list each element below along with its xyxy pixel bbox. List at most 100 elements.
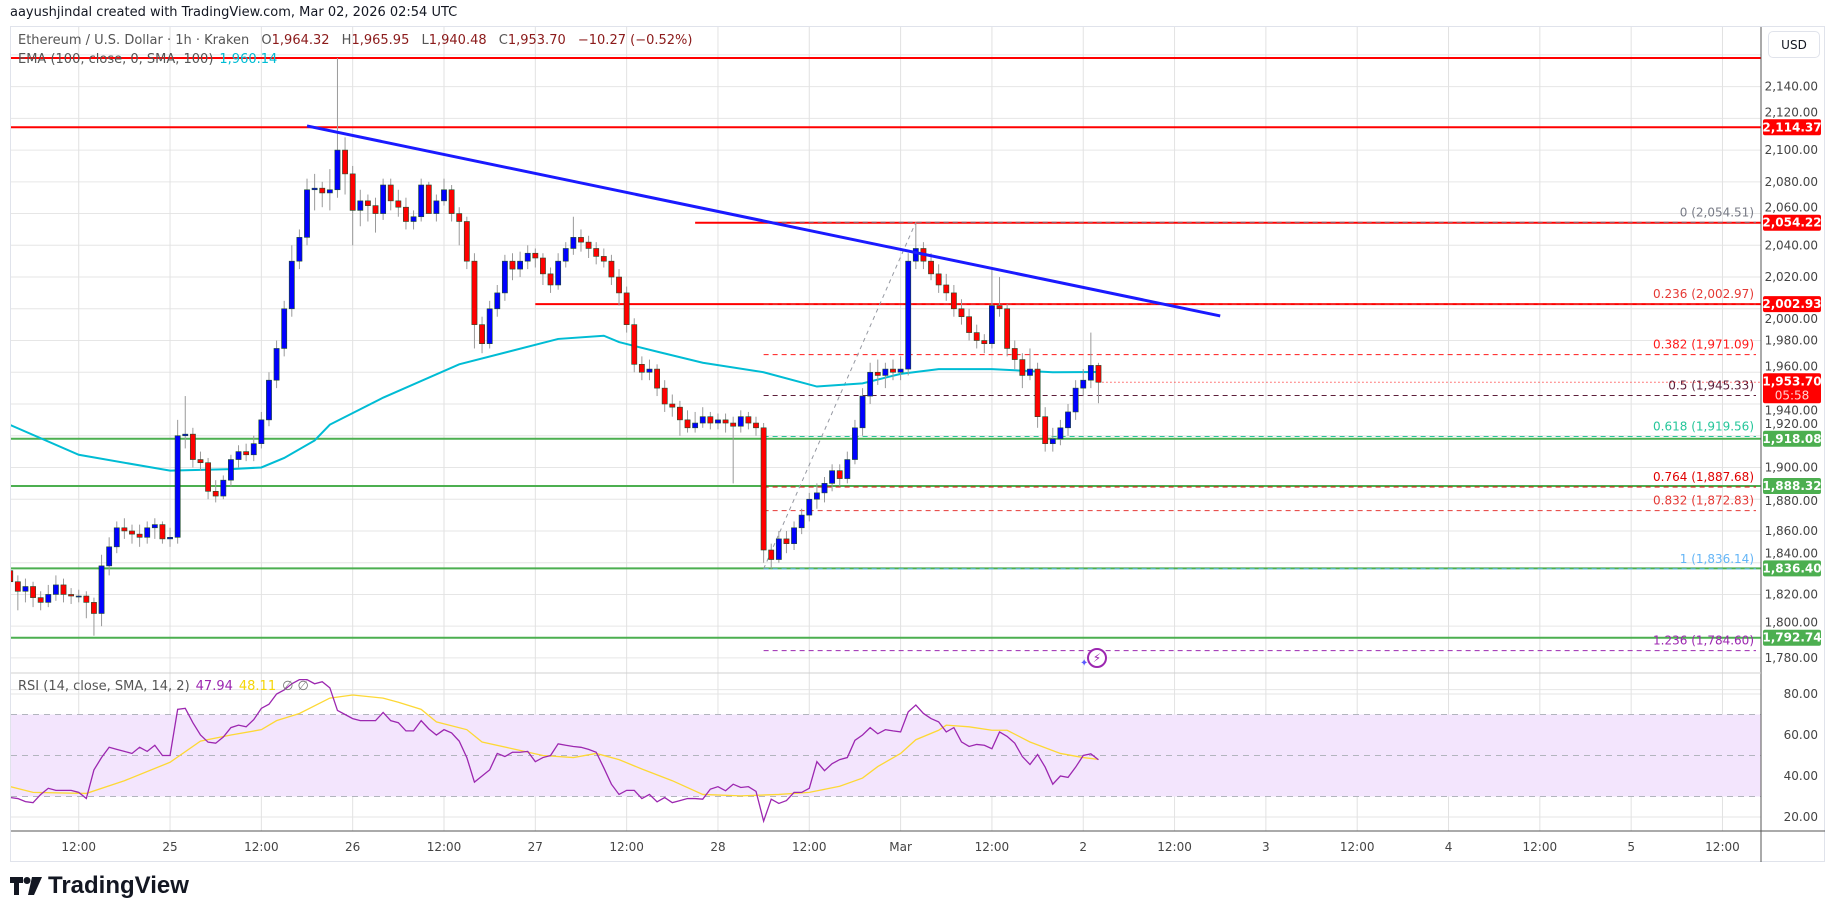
candle <box>349 165 356 246</box>
price-tick-label: 1,980.00 <box>1765 334 1818 348</box>
candle-body-down <box>943 284 950 294</box>
candle <box>342 137 348 195</box>
lightning-bolt-icon[interactable]: ⚡ <box>1087 648 1107 668</box>
candle-body-down <box>129 530 135 535</box>
candle-body-down <box>547 273 554 286</box>
price-tick-label: 2,100.00 <box>1765 143 1818 157</box>
candle <box>479 316 485 354</box>
price-tick-label: 1,840.00 <box>1765 546 1818 560</box>
candle-body-up <box>570 237 577 249</box>
time-tick-label: 12:00 <box>1523 840 1558 854</box>
candle <box>867 362 874 404</box>
price-tick-label: 1,780.00 <box>1765 651 1818 665</box>
time-tick-label: 12:00 <box>609 840 644 854</box>
candle-body-down <box>783 538 790 544</box>
price-tick-label: 2,140.00 <box>1765 80 1818 94</box>
candle-body-down <box>14 581 21 592</box>
candle <box>540 253 546 285</box>
low-label: L <box>421 33 429 48</box>
candle <box>174 419 181 544</box>
candle-body-down <box>836 470 843 479</box>
fib-level-label: 0.618 (1,919.56) <box>1653 419 1754 433</box>
candle <box>433 194 440 222</box>
fib-level-label: 0.832 (1,872.83) <box>1653 494 1754 508</box>
candle-body-down <box>471 260 478 325</box>
candle <box>730 416 737 484</box>
grid-lines <box>11 27 1761 831</box>
time-tick-label: 12:00 <box>61 840 96 854</box>
candle-body-up <box>882 368 889 376</box>
high-value: 1,965.95 <box>351 33 410 48</box>
candle <box>821 477 828 503</box>
candle <box>425 181 432 214</box>
candle <box>129 524 135 544</box>
candle-body-up <box>829 470 836 484</box>
currency-button[interactable]: USD <box>1768 31 1820 58</box>
candle-body-up <box>699 416 706 424</box>
candle-body-up <box>151 524 158 529</box>
candle-body-up <box>52 584 59 595</box>
candle <box>836 464 843 487</box>
candle <box>646 359 653 381</box>
candle-body-down <box>403 206 409 222</box>
candle <box>768 543 775 569</box>
close-label: C <box>498 33 508 48</box>
candle <box>638 356 645 381</box>
candle-body-down <box>1004 308 1011 349</box>
rsi-tick-label: 40.00 <box>1784 769 1818 783</box>
candle-body-down <box>753 422 759 429</box>
candle <box>113 521 120 554</box>
tradingview-logo[interactable]: TradingView <box>10 872 189 900</box>
candle <box>928 253 934 281</box>
candle <box>45 584 52 608</box>
rsi-legend[interactable]: RSI (14, close, SMA, 14, 2) 47.94 48.11 ∅ ∅ <box>18 679 309 695</box>
fib-level-label: 1 (1,836.14) <box>1680 552 1754 566</box>
candle-body-down <box>372 205 379 214</box>
ema-line <box>11 334 1099 472</box>
candle-body-down <box>83 595 90 603</box>
candle <box>806 492 813 522</box>
price-tick-label: 2,120.00 <box>1765 105 1818 119</box>
price-tick-label: 2,000.00 <box>1765 312 1818 326</box>
candle <box>684 410 691 433</box>
price-tick-label: 2,080.00 <box>1765 175 1818 189</box>
candle-body-down <box>600 256 607 262</box>
time-tick-label: 12:00 <box>792 840 827 854</box>
fib-level-label: 1.236 (1,784.60) <box>1653 634 1754 648</box>
candle-body-down <box>159 524 166 540</box>
candle <box>600 248 607 268</box>
candle <box>661 380 668 412</box>
tradingview-logo-icon <box>10 877 42 895</box>
price-tick-label: 1,940.00 <box>1765 403 1818 417</box>
candle <box>144 521 151 544</box>
candle <box>737 410 744 433</box>
candle <box>288 245 295 317</box>
candle <box>182 396 189 449</box>
candle <box>197 451 204 471</box>
symbol-title[interactable]: Ethereum / U.S. Dollar · 1h · Kraken <box>18 33 250 48</box>
ema-legend[interactable]: EMA (100, close, 0, SMA, 100) 1,960.14 <box>18 52 277 68</box>
candle <box>463 216 470 270</box>
candle <box>593 242 600 265</box>
price-tick-label: 1,880.00 <box>1765 494 1818 508</box>
candle-body-down <box>349 173 356 211</box>
candle <box>897 356 904 381</box>
candle-body-down <box>890 368 896 373</box>
candle <box>1080 369 1087 397</box>
candle <box>258 411 265 449</box>
candle <box>364 194 371 222</box>
candle <box>715 413 721 430</box>
candle-body-down <box>973 332 980 341</box>
price-level-tag-label: 1,918.08 <box>1762 432 1821 446</box>
candle <box>235 445 242 468</box>
candle <box>403 197 409 230</box>
sparkle-icon: ✦ <box>1080 658 1089 669</box>
candle <box>958 299 965 325</box>
candle-body-down <box>11 570 14 583</box>
candle <box>966 308 972 341</box>
candle <box>60 578 67 603</box>
candle-body-up <box>1065 411 1071 429</box>
candle <box>517 251 523 278</box>
candle-body-down <box>958 308 965 318</box>
